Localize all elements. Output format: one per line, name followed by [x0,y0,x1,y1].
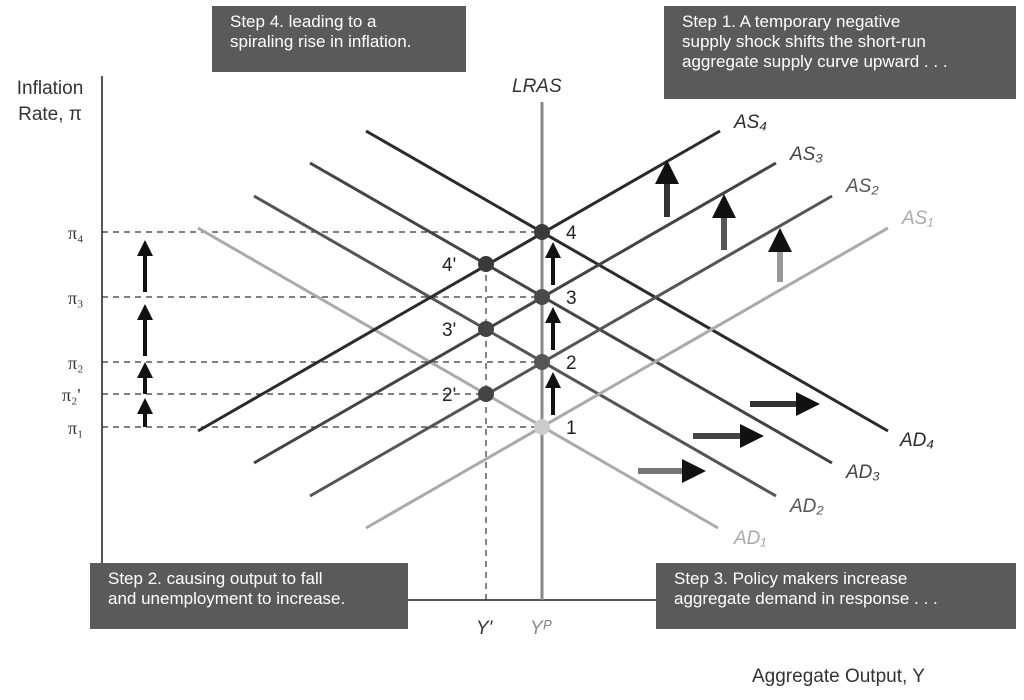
as3-label: AS₃ [789,144,823,165]
point-2prime-label: 2' [442,385,456,406]
x-axis-label: Aggregate Output, Y [752,666,925,687]
ad4-curve [365,129,889,433]
as1-curve [365,226,889,530]
as1-label: AS₁ [901,208,933,229]
ad3-label: AD₃ [845,462,880,483]
lras-label: LRAS [512,76,562,97]
step1-line1: Step 1. A temporary negative [682,12,901,31]
ad2-label: AD₂ [789,496,824,517]
ad1-curve [197,226,719,530]
point-2-label: 2 [566,353,577,374]
y-axis-label-line1: Inflation [16,78,84,99]
point-3prime [478,321,494,337]
point-4prime [478,256,494,272]
as2-curve [309,194,833,498]
step1-box: Step 1. A temporary negative supply shoc… [664,6,1016,99]
y-axis-label-line2: Rate, π [18,104,82,125]
tick-pi1: π₁ [68,418,83,438]
step1-line2: supply shock shifts the short-run [682,32,926,51]
step4-box: Step 4. leading to a spiraling rise in i… [212,6,466,72]
step4-line2: spiraling rise in inflation. [230,32,412,51]
point-4-label: 4 [566,223,577,244]
ad3-curve [309,161,833,465]
step2-line2: and unemployment to increase. [108,589,346,608]
point-2 [534,354,550,370]
tick-pi4: π₄ [68,223,83,243]
point-4 [534,224,550,240]
tick-y-prime: Y' [476,618,494,639]
step3-box: Step 3. Policy makers increase aggregate… [656,563,1016,629]
step3-line1: Step 3. Policy makers increase [674,569,908,588]
step2-line1: Step 2. causing output to fall [108,569,323,588]
ad4-label: AD₄ [899,430,934,451]
tick-pi2prime: π₂' [62,385,81,405]
point-2prime [478,386,494,402]
point-3 [534,289,550,305]
as4-label: AS₄ [733,112,767,133]
ad1-label: AD₁ [733,528,766,549]
as3-curve [253,161,777,465]
as2-label: AS₂ [845,176,879,197]
point-4prime-label: 4' [442,255,456,276]
point-1 [534,419,550,435]
step2-box: Step 2. causing output to fall and unemp… [90,563,408,629]
step3-line2: aggregate demand in response . . . [674,589,938,608]
step1-line3: aggregate supply curve upward . . . [682,52,948,71]
tick-y-potential: Yᴾ [530,618,553,639]
point-1-label: 1 [566,418,577,439]
tick-pi3: π₃ [68,288,83,308]
y-axis-label: Inflation Rate, π [6,76,94,128]
ad2-curve [253,194,777,498]
tick-pi2: π₂ [68,353,83,373]
point-3-label: 3 [566,288,577,309]
point-3prime-label: 3' [442,320,456,341]
step4-line1: Step 4. leading to a [230,12,377,31]
as4-curve [197,129,721,433]
